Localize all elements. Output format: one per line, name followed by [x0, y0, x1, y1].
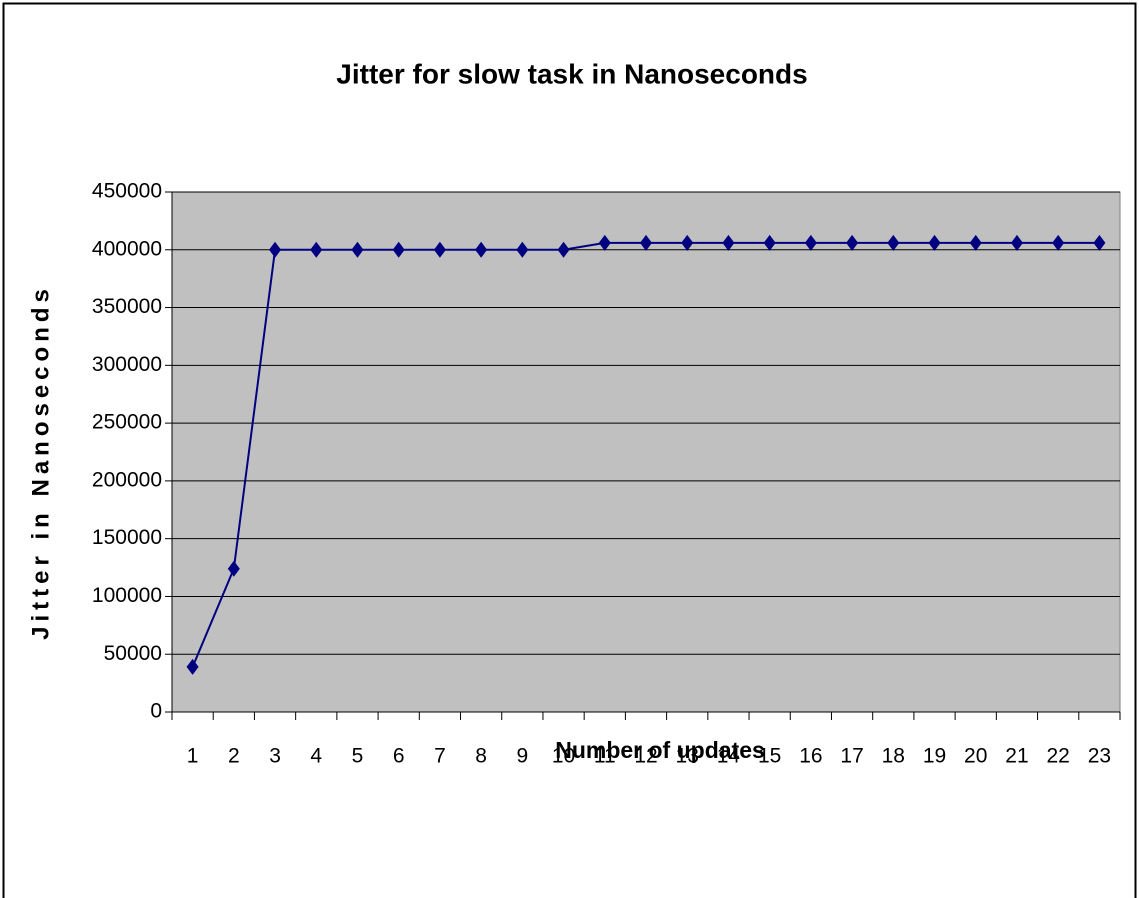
data-point [351, 241, 364, 258]
y-tick-label: 0 [150, 700, 162, 723]
data-point [310, 241, 323, 258]
x-tick-label: 20 [964, 745, 987, 768]
x-tick-label: 16 [799, 745, 822, 768]
data-point [969, 234, 982, 251]
y-tick-label: 400000 [92, 237, 162, 260]
y-tick-label: 450000 [92, 180, 162, 203]
x-tick-label: 19 [923, 745, 946, 768]
x-tick-label: 15 [758, 745, 781, 768]
x-tick-label: 5 [352, 745, 364, 768]
data-point [640, 234, 652, 251]
data-point [763, 234, 776, 251]
data-point [846, 234, 859, 251]
x-tick-label: 17 [840, 745, 863, 768]
x-tick-label: 2 [228, 745, 240, 768]
x-tick-label: 21 [1005, 745, 1028, 768]
x-tick-label: 23 [1088, 745, 1111, 768]
x-tick-label: 9 [517, 745, 529, 768]
y-axis-label: Jitter in Nanoseconds [27, 284, 54, 640]
data-point [598, 234, 611, 251]
y-tick-label: 100000 [92, 584, 162, 607]
x-tick-label: 13 [676, 745, 699, 768]
x-tick-label: 3 [269, 745, 281, 768]
data-point [186, 658, 199, 675]
plot-area [171, 191, 1121, 713]
y-tick-label: 250000 [92, 411, 162, 434]
x-tick-label: 1 [187, 745, 199, 768]
data-point [887, 234, 900, 251]
x-tick-label: 6 [393, 745, 405, 768]
data-point [269, 241, 282, 258]
x-tick-label: 8 [475, 745, 487, 768]
data-point [516, 241, 529, 258]
x-tick-label: 22 [1046, 745, 1069, 768]
x-tick-label: 4 [310, 745, 322, 768]
y-tick-label: 350000 [92, 295, 162, 318]
data-point [681, 234, 694, 251]
x-tick-label: 14 [717, 745, 741, 768]
y-tick-label: 50000 [104, 642, 162, 665]
y-tick-label: 300000 [92, 353, 162, 376]
data-point [1010, 234, 1023, 251]
data-point [475, 241, 488, 258]
data-point [392, 241, 405, 258]
x-tick-label: 7 [434, 745, 446, 768]
y-tick-label: 200000 [92, 468, 162, 491]
x-tick-label: 12 [634, 745, 657, 768]
x-axis-label: Number of updates [555, 737, 765, 763]
data-point [1093, 234, 1106, 251]
x-tick-label: 11 [594, 745, 616, 768]
x-tick-label: 18 [882, 745, 905, 768]
data-point [722, 234, 735, 251]
data-point [433, 241, 446, 258]
data-point [557, 241, 570, 258]
x-tick-label: 10 [552, 745, 575, 768]
data-point [1052, 234, 1065, 251]
chart-title: Jitter for slow task in Nanoseconds [336, 58, 807, 89]
data-point [804, 234, 817, 251]
y-tick-label: 150000 [92, 526, 162, 549]
data-point [928, 234, 941, 251]
data-point [227, 560, 240, 577]
